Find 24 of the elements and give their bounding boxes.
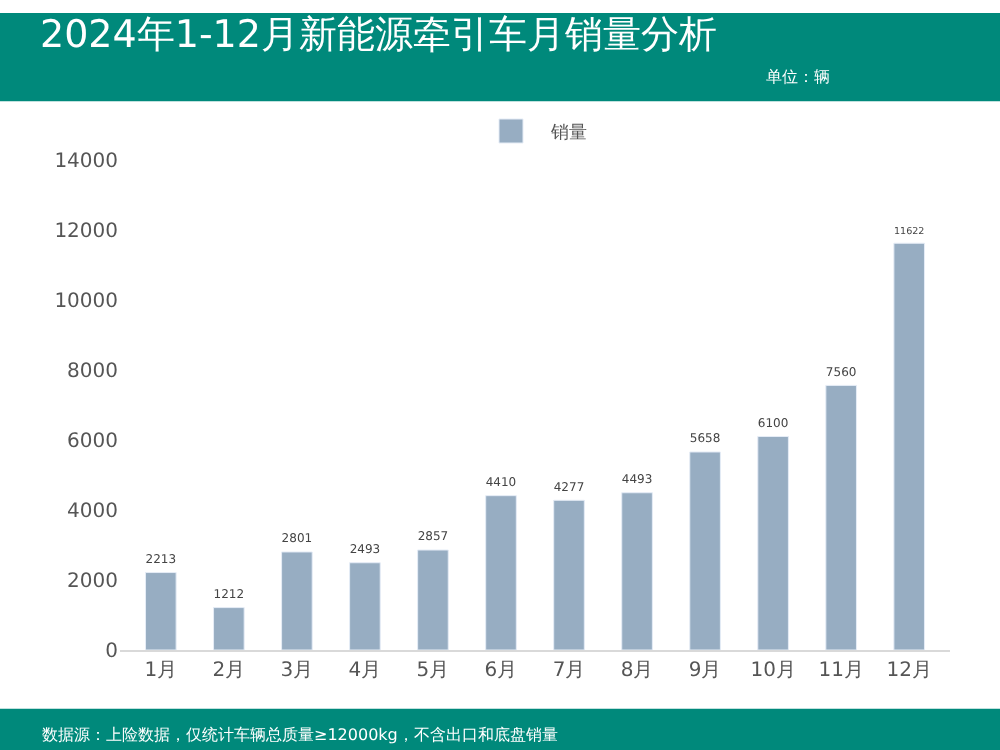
x-tick-label: 12月 (886, 660, 932, 682)
x-tick-label: 7月 (552, 660, 586, 682)
y-tick-label: 2000 (67, 571, 118, 593)
text: 数据源：上险数据，仅统计车辆总质量≥12000kg，不含出口和底盘销量 (42, 726, 558, 744)
chart-subtitle: 单位：辆 (766, 68, 830, 86)
x-tick-label: 6月 (484, 660, 518, 682)
x-tick-label: 4月 (348, 660, 382, 682)
y-tick-label: 10000 (54, 291, 118, 313)
x-tick-label: 11月 (818, 660, 864, 682)
y-tick-label: 12000 (54, 221, 118, 243)
x-tick-label: 2月 (212, 660, 246, 682)
y-tick-label: 14000 (54, 151, 118, 173)
legend-label: 销量 (549, 122, 587, 145)
y-tick-label: 8000 (67, 361, 118, 383)
x-tick-label: 1月 (144, 660, 178, 682)
y-tick-label: 0 (105, 641, 118, 663)
x-tick-label: 3月 (280, 660, 314, 682)
x-tick-label: 5月 (416, 660, 450, 682)
y-tick-label: 4000 (67, 501, 118, 523)
x-tick-label: 9月 (688, 660, 722, 682)
x-tick-label: 8月 (620, 660, 654, 682)
y-tick-label: 6000 (67, 431, 118, 453)
chart-title: 2024年1-12月新能源牵引车月销量分析 (40, 13, 717, 58)
x-tick-label: 10月 (750, 660, 796, 682)
